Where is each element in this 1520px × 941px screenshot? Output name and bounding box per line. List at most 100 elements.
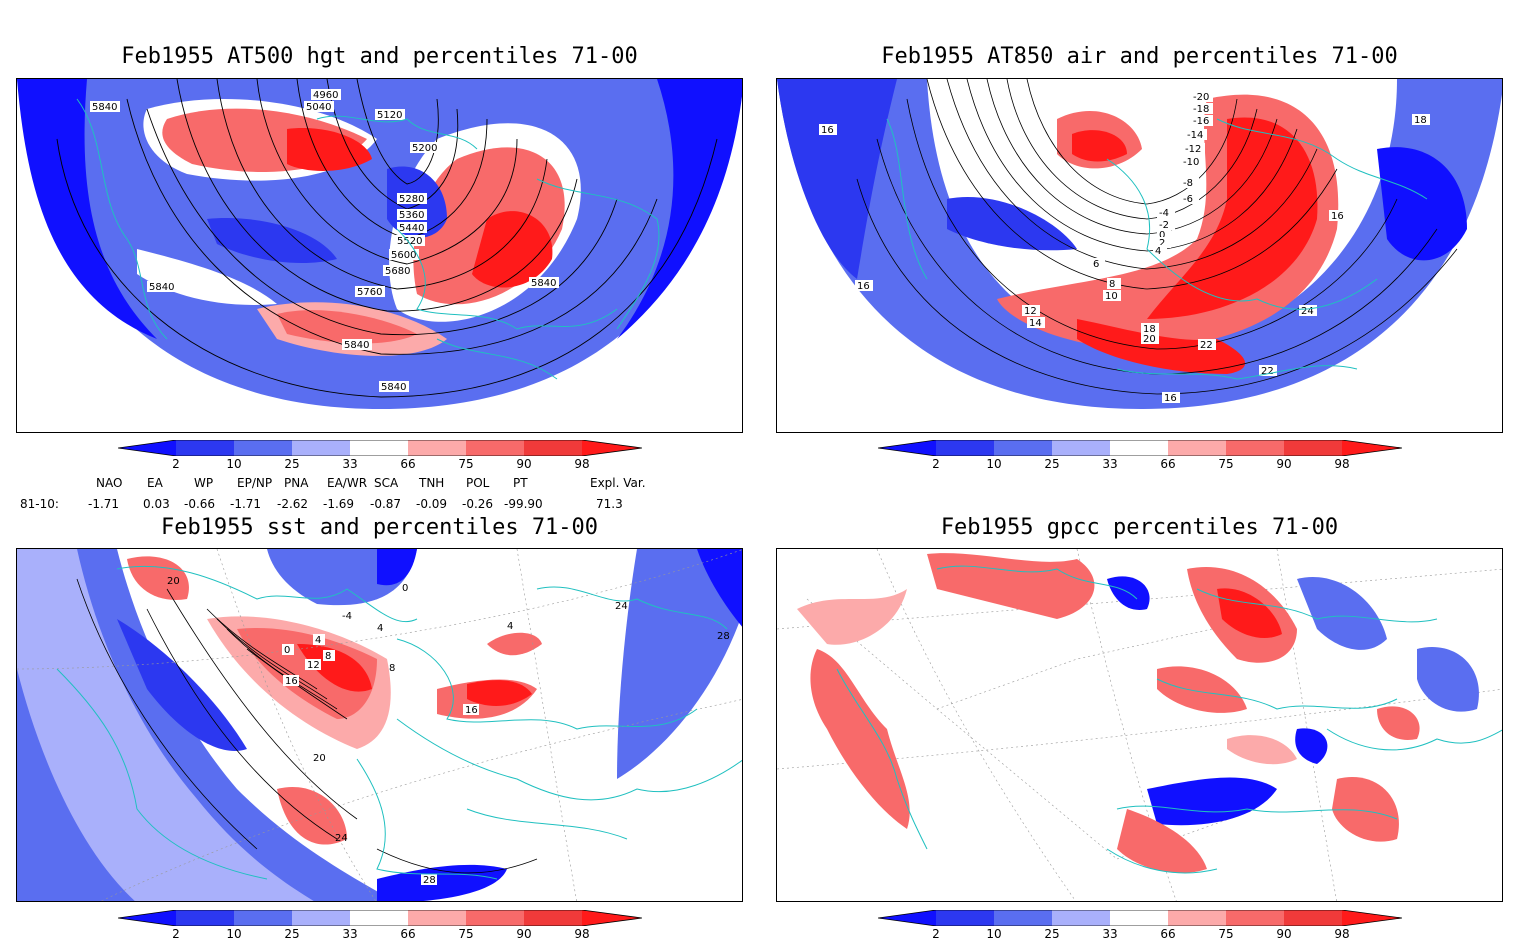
contour-label: 18 [1143, 324, 1156, 335]
contour-label: 20 [167, 576, 180, 587]
contour-label: 24 [615, 601, 628, 612]
contour-label: 5440 [399, 223, 424, 234]
index-values: 81-10: -1.71 0.03 -0.66 -1.71 -2.62 -1.6… [0, 497, 760, 511]
index-header: EA [147, 476, 163, 490]
colorbar-tick-label: 98 [574, 927, 590, 941]
colorbar-segment [292, 440, 350, 456]
colorbar-segment [936, 440, 994, 456]
colorbar-segment [524, 440, 582, 456]
colorbar-sst: 2 10 25 33 66 75 90 98 [117, 909, 643, 941]
contour-label: 8 [325, 651, 331, 662]
contour-label: 8 [389, 663, 395, 674]
colorbar-tick-label: 33 [1102, 457, 1118, 471]
index-value: -0.26 [462, 497, 494, 511]
contour-label: 5200 [412, 143, 437, 154]
colorbar-tick-label: 10 [986, 457, 1002, 471]
colorbar-segment [234, 910, 292, 926]
contour-label: -4 [342, 611, 352, 622]
contour-label: 5840 [92, 102, 117, 113]
contour-label: 0 [402, 583, 408, 594]
colorbar-segment [292, 910, 350, 926]
colorbar-tick-label: 75 [458, 457, 474, 471]
contour-label: 5520 [397, 236, 422, 247]
colorbar-segment [350, 910, 408, 926]
contour-label: 4 [507, 621, 513, 632]
contour-label: 24 [335, 833, 348, 844]
contour-label: -20 [1193, 92, 1209, 103]
contour-label: 4 [377, 623, 383, 634]
colorbar-segment [524, 910, 582, 926]
contour-label: -2 [1159, 220, 1169, 231]
precip-anomaly-blobs [797, 553, 1479, 873]
colorbar-segment [878, 910, 936, 926]
contour-label: 5120 [377, 110, 402, 121]
index-header: SCA [374, 476, 399, 490]
panel-title-sst: Feb1955 sst and percentiles 71-00 [160, 515, 599, 540]
panel-title-gpcc: Feb1955 gpcc percentiles 71-00 [940, 515, 1339, 540]
contour-label: -14 [1187, 130, 1203, 141]
colorbar-tick-label: 2 [932, 457, 940, 471]
contour-label: -8 [1183, 178, 1193, 189]
contour-label: -18 [1193, 104, 1209, 115]
index-header: EA/WR [327, 476, 368, 490]
contour-label: 4 [1155, 246, 1161, 257]
contour-label: 22 [1200, 340, 1213, 351]
colorbar-tick-label: 75 [458, 927, 474, 941]
contour-label: 16 [285, 676, 298, 687]
colorbar-tick-label: 98 [1334, 457, 1350, 471]
colorbar-tick-label: 33 [342, 927, 358, 941]
index-value: -0.87 [370, 497, 402, 511]
colorbar-segment [994, 910, 1052, 926]
contour-label: 16 [465, 705, 478, 716]
colorbar-segment [350, 440, 408, 456]
colorbar-graphic [117, 439, 643, 457]
colorbar-segment [1110, 910, 1168, 926]
index-value: -0.09 [416, 497, 448, 511]
contour-label: 5840 [149, 282, 174, 293]
colorbar-segment [1226, 440, 1284, 456]
colorbar-segment [1342, 440, 1402, 456]
colorbar-segment [466, 910, 524, 926]
colorbar-tick-label: 25 [1044, 457, 1060, 471]
colorbar-tick-label: 66 [1160, 457, 1176, 471]
contour-label: 6 [1093, 259, 1099, 270]
contour-label: -16 [1193, 116, 1209, 127]
index-header: PNA [284, 476, 309, 490]
colorbar-segment [118, 440, 176, 456]
contour-label: 5040 [306, 102, 331, 113]
colorbar-tick-label: 33 [342, 457, 358, 471]
panel-title-air850: Feb1955 AT850 air and percentiles 71-00 [881, 44, 1398, 69]
index-value: 0.03 [143, 497, 170, 511]
contour-label: 22 [1261, 366, 1274, 377]
colorbar-graphic [877, 909, 1403, 927]
colorbar-tick-label: 10 [986, 927, 1002, 941]
colorbar-segment [176, 910, 234, 926]
colorbar-tick-label: 25 [284, 927, 300, 941]
map-sst: 20 0 4 8 12 16 20 24 24 28 28 16 4 0 8 -… [16, 548, 743, 902]
contour-label: 20 [313, 753, 326, 764]
colorbar-tick-label: 90 [1276, 457, 1292, 471]
colorbar-segment [1342, 910, 1402, 926]
colorbar-segment [1052, 440, 1110, 456]
colorbar-tick-label: 25 [284, 457, 300, 471]
colorbar-tick-label: 66 [400, 927, 416, 941]
index-header: WP [194, 476, 214, 490]
colorbar-segment [1284, 910, 1342, 926]
colorbar-tick-label: 90 [516, 457, 532, 471]
colorbar-segment [408, 910, 466, 926]
panel-title-hgt500: Feb1955 AT500 hgt and percentiles 71-00 [121, 44, 638, 69]
colorbar-tick-label: 10 [226, 927, 242, 941]
colorbar-tick-label: 66 [1160, 927, 1176, 941]
index-header: EP/NP [237, 476, 273, 490]
map-air850: -20 -18 -16 -14 -12 -10 -8 -6 -4 -2 0 2 … [776, 78, 1503, 433]
contour-label: 5680 [385, 266, 410, 277]
contour-label: 0 [284, 645, 290, 656]
colorbar-segment [1110, 440, 1168, 456]
index-header: TNH [419, 476, 445, 490]
colorbar-tick-label: 90 [516, 927, 532, 941]
colorbar-tick-label: 2 [932, 927, 940, 941]
contour-label: 20 [1143, 334, 1156, 345]
index-header: POL [466, 476, 490, 490]
contour-label: 2 [1159, 238, 1165, 249]
index-header: NAO [96, 476, 123, 490]
